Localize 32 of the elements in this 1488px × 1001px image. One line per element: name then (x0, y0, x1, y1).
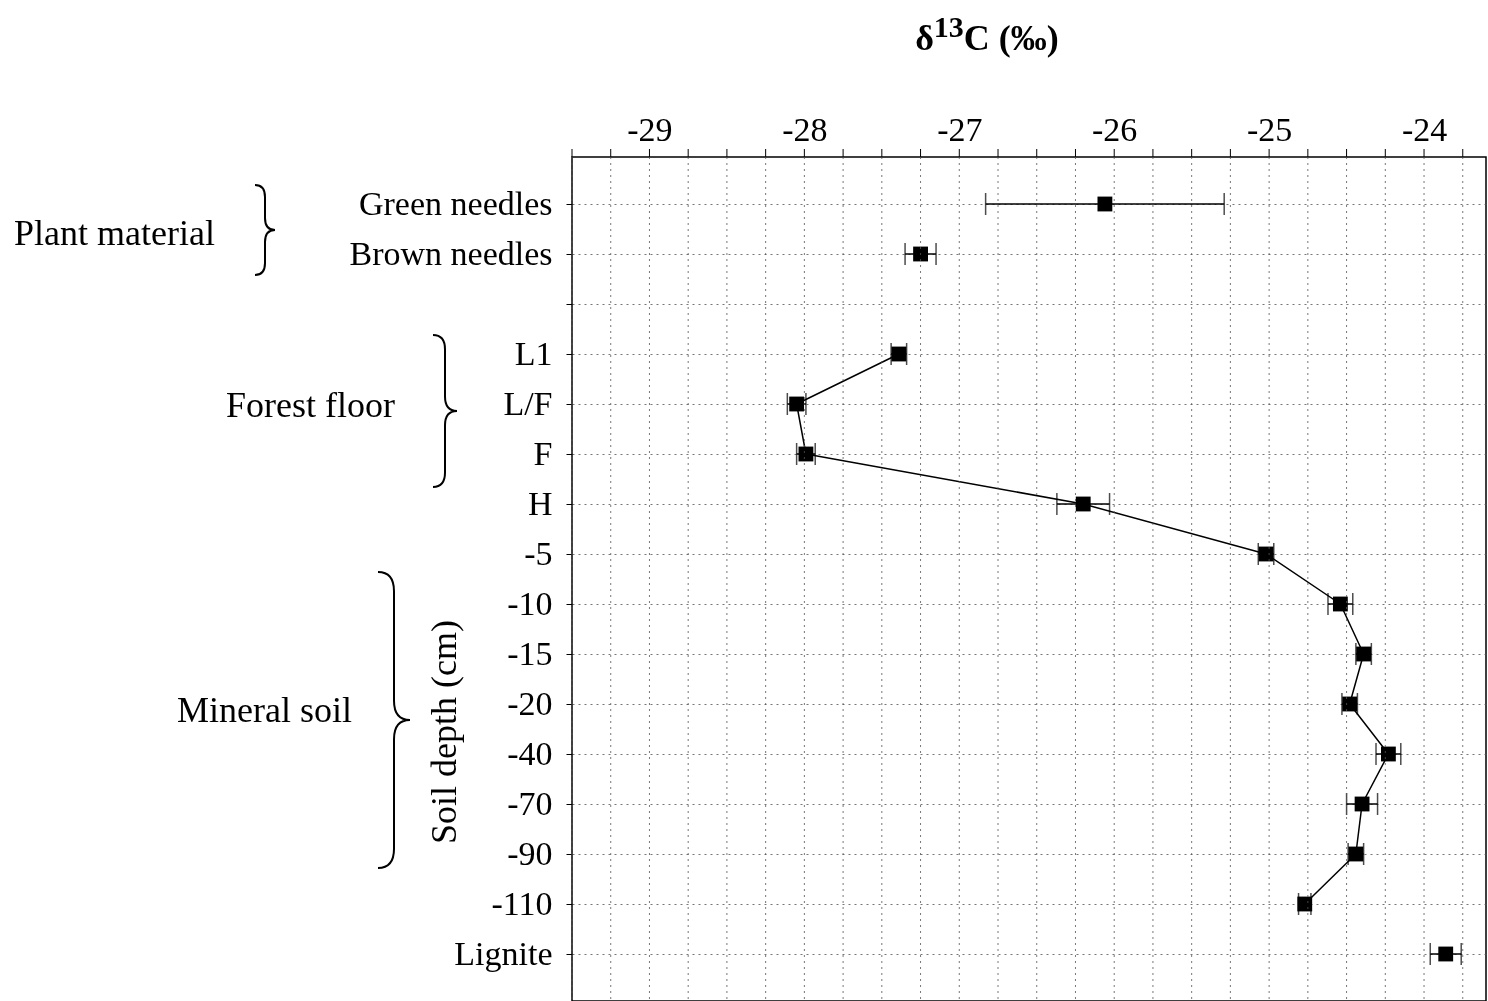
y-tick-label: -40 (507, 734, 553, 772)
x-tick-label: -29 (627, 110, 673, 148)
x-axis-title: δ$^{13}$C (‰) (914, 10, 1060, 59)
y-tick-label: L/F (503, 384, 553, 422)
point (1097, 196, 1113, 212)
y-tick-label: -10 (507, 584, 553, 622)
y-tick-label: -110 (491, 884, 553, 922)
text: Plant material (14, 212, 215, 254)
text: Mineral soil (177, 689, 352, 731)
y-tick-label: H (527, 484, 553, 522)
point (1332, 596, 1348, 612)
y-tick-label: -70 (507, 784, 553, 822)
text: Forest floor (226, 384, 395, 426)
x-tick-label: -28 (782, 110, 828, 148)
y-tick-label: -5 (524, 534, 553, 572)
point (1438, 946, 1454, 962)
point (1380, 746, 1396, 762)
y-tick-label: Brown needles (349, 234, 553, 272)
y-tick-label: L1 (514, 334, 553, 372)
y-tick-label: -90 (507, 834, 553, 872)
x-tick-label: -27 (937, 110, 983, 148)
x-tick-label: -24 (1401, 110, 1448, 148)
y-tick-label: Lignite (454, 934, 553, 972)
point (1075, 496, 1091, 512)
y-tick-label: -20 (507, 684, 553, 722)
x-tick-label: -25 (1246, 110, 1293, 148)
y-tick-label: Green needles (358, 184, 553, 222)
text: Soil depth (cm) (423, 620, 465, 844)
y-tick-label: -15 (507, 634, 553, 672)
x-tick-label: -26 (1092, 110, 1138, 148)
y-tick-label: F (533, 434, 553, 472)
point (913, 246, 928, 262)
